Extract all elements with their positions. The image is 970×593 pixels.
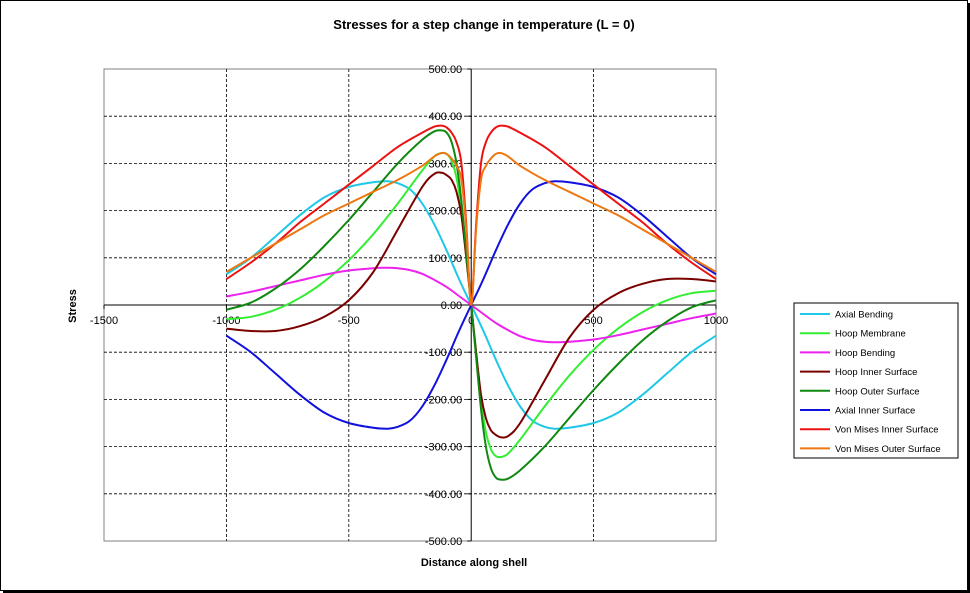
legend-label-axial-inner-surface: Axial Inner Surface	[835, 406, 915, 417]
legend-label-hoop-membrane: Hoop Membrane	[835, 329, 906, 340]
y-tick-label: 400.00	[429, 111, 463, 123]
legend-label-von-mises-outer-surface: Von Mises Outer Surface	[835, 444, 941, 455]
series-line-von-mises-outer-surface	[225, 151, 717, 306]
y-tick-label: 100.00	[429, 253, 463, 265]
y-tick-label: -500.00	[425, 536, 462, 548]
y-tick-label: -100.00	[425, 347, 462, 359]
x-tick-label: -1000	[212, 315, 240, 327]
legend-label-von-mises-inner-surface: Von Mises Inner Surface	[835, 425, 939, 436]
legend-label-hoop-inner-surface: Hoop Inner Surface	[835, 367, 917, 378]
legend-label-hoop-bending: Hoop Bending	[835, 348, 895, 359]
x-tick-label: 1000	[704, 315, 728, 327]
y-tick-label: -400.00	[425, 489, 462, 501]
y-tick-label: -300.00	[425, 442, 462, 454]
y-tick-label: 0.00	[441, 300, 462, 312]
legend: Axial Bending Hoop Membrane Hoop Bending Ho…	[793, 302, 959, 459]
y-axis-title: Stress	[67, 289, 79, 323]
legend-box	[793, 302, 959, 459]
x-axis-title: Distance along shell	[421, 557, 527, 569]
y-tick-label: 200.00	[429, 206, 463, 218]
x-tick-label: 500	[584, 315, 602, 327]
y-tick-label: -200.00	[425, 394, 462, 406]
series-lines	[225, 124, 717, 481]
x-tick-label: -1500	[90, 315, 118, 327]
legend-label-hoop-outer-surface: Hoop Outer Surface	[835, 386, 920, 397]
y-tick-label: 500.00	[429, 64, 463, 76]
x-tick-label: -500	[338, 315, 360, 327]
legend-label-axial-bending: Axial Bending	[835, 310, 893, 321]
chart-title: Stresses for a step change in temperatur…	[333, 17, 634, 32]
tick-labels: -1500 -1000 -500 0 500 1000500.00400.00300.00…	[90, 64, 728, 548]
x-tick-label: 0	[468, 315, 474, 327]
